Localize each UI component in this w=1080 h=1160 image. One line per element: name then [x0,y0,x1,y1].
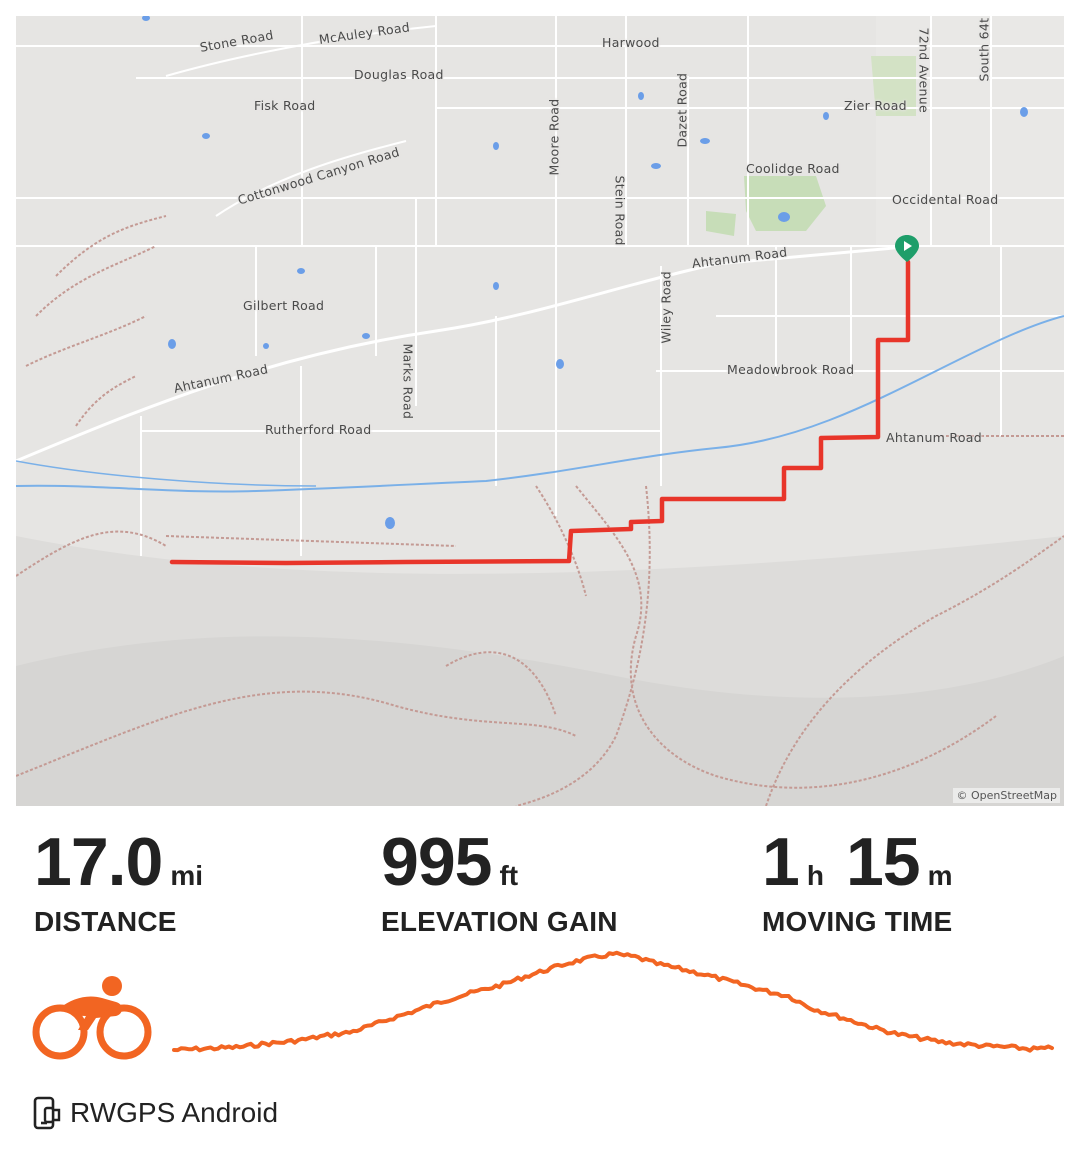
road-label: Stein Road [612,175,628,246]
moving-time-minutes: 15 [845,824,921,900]
road-label: Zier Road [844,98,907,113]
route-map[interactable]: Stone Road McAuley Road Harwood Douglas … [16,16,1064,806]
road-label: Marks Road [400,343,416,420]
elevation-gain-stat: 995 ft ELEVATION GAIN [381,828,618,938]
road-label: Ahtanum Road [886,430,982,445]
road-label: Coolidge Road [746,161,840,176]
moving-time-stat: 1 h 15 m MOVING TIME [762,828,974,938]
road-network [16,16,1064,556]
moving-time-label: MOVING TIME [762,906,953,937]
elevation-unit: ft [499,860,519,891]
distance-value: 17.0 [34,824,163,900]
elevation-label: ELEVATION GAIN [381,906,618,937]
elevation-value: 995 [381,824,492,900]
road-label: Rutherford Road [265,422,372,437]
road-label: Fisk Road [254,98,316,113]
road-label: 72nd Avenue [916,27,932,113]
road-label: South 64t [976,17,992,82]
road-label: Wiley Road [658,271,674,344]
moving-time-minutes-unit: m [927,860,953,891]
map-canvas [16,16,1064,806]
cycling-icon [32,976,152,1060]
map-attribution[interactable]: © OpenStreetMap [953,788,1060,803]
device-sync-icon [33,1096,61,1130]
recording-source: RWGPS Android [32,1096,278,1130]
distance-stat: 17.0 mi DISTANCE [34,828,225,938]
road-label: Harwood [602,35,660,50]
start-marker-icon[interactable] [895,235,919,262]
route-line [169,259,911,566]
elevation-profile-chart [172,950,1054,1053]
source-label: RWGPS Android [70,1097,279,1128]
distance-unit: mi [170,860,204,891]
road-label: Occidental Road [892,192,999,207]
distance-label: DISTANCE [34,906,177,937]
track-network [16,215,1064,806]
road-label: Moore Road [546,98,562,176]
elevation-profile-line [172,950,1054,1053]
road-label: Dazet Road [674,72,690,148]
road-label: Douglas Road [354,67,444,82]
moving-time-hours: 1 [762,824,800,900]
road-label: Gilbert Road [243,298,325,313]
road-label: Meadowbrook Road [727,362,855,377]
moving-time-hours-unit: h [806,860,824,891]
